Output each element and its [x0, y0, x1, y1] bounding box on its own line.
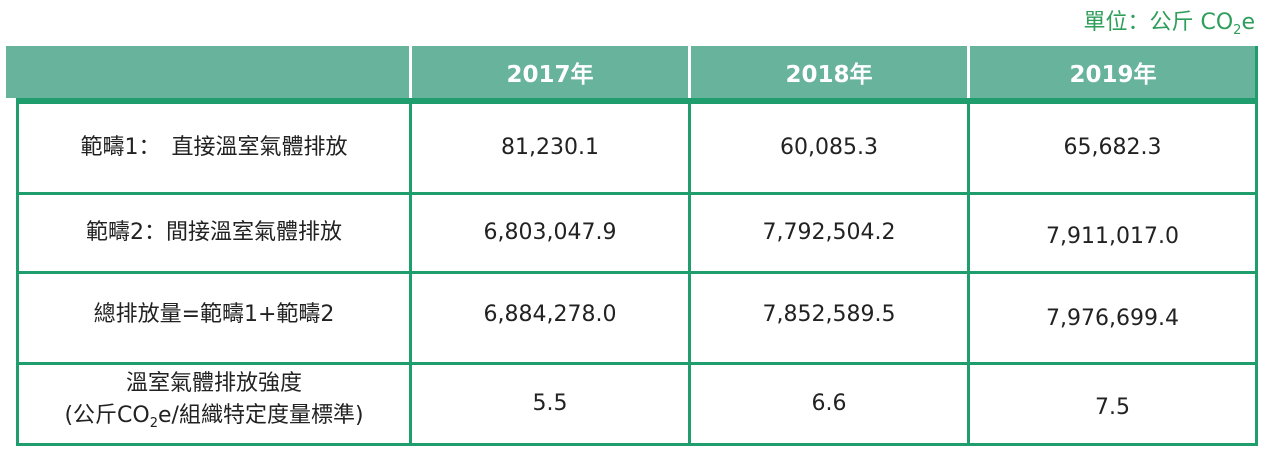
cell-scope1-2018: 60,085.3	[780, 135, 878, 160]
header-cell-2018	[691, 46, 967, 98]
row-label-scope2: 範疇2：間接溫室氣體排放	[86, 220, 342, 245]
unit-label-subscript: 2	[1233, 23, 1242, 38]
cell-total-2017: 6,884,278.0	[483, 302, 617, 327]
header-cell-blank	[6, 46, 409, 98]
cell-scope2-2018: 7,792,504.2	[762, 220, 896, 245]
intensity-label-line2: (公斤CO2e/組織特定度量標準)	[64, 400, 363, 440]
border-right	[1255, 46, 1258, 446]
header-cell-2017	[412, 46, 688, 98]
cell-total-2018: 7,852,589.5	[762, 302, 896, 327]
header-cell-2019	[970, 46, 1256, 98]
header-underline	[16, 98, 1258, 104]
cell-scope1-2019: 65,682.3	[1063, 135, 1162, 160]
row-border-2	[16, 271, 1258, 274]
row-border-3	[16, 362, 1258, 365]
row-label-scope1: 範疇1： 直接溫室氣體排放	[80, 135, 348, 160]
cell-intensity-2017: 5.5	[532, 391, 568, 416]
cell-scope1-2017: 81,230.1	[501, 135, 599, 160]
cell-scope2-2017: 6,803,047.9	[483, 220, 617, 245]
intensity-label-line1: 溫室氣體排放強度	[125, 371, 302, 396]
header-label-2019: 2019年	[1069, 62, 1157, 88]
cell-total-2019: 7,976,699.4	[1046, 306, 1179, 331]
intensity-label-prefix: (公斤CO	[64, 403, 150, 428]
border-bottom	[16, 443, 1258, 446]
cell-intensity-2019: 7.5	[1095, 395, 1130, 420]
header-label-2018: 2018年	[785, 62, 873, 88]
row-border-1	[16, 192, 1258, 195]
cell-scope2-2019: 7,911,017.0	[1046, 224, 1179, 249]
header-label-blank	[6, 46, 409, 98]
row-label-intensity: 溫室氣體排放強度 (公斤CO2e/組織特定度量標準)	[19, 365, 409, 443]
cell-intensity-2018: 6.6	[811, 391, 847, 416]
intensity-label-subscript: 2	[149, 416, 158, 431]
row-label-total: 總排放量=範疇1+範疇2	[93, 302, 335, 327]
header-label-2017: 2017年	[506, 62, 594, 88]
unit-label: 單位：公斤 CO2e	[1084, 4, 1256, 38]
intensity-label-suffix: e/組織特定度量標準)	[158, 403, 364, 428]
unit-label-prefix: 單位：公斤 CO	[1083, 10, 1234, 35]
unit-label-suffix: e	[1241, 10, 1255, 35]
